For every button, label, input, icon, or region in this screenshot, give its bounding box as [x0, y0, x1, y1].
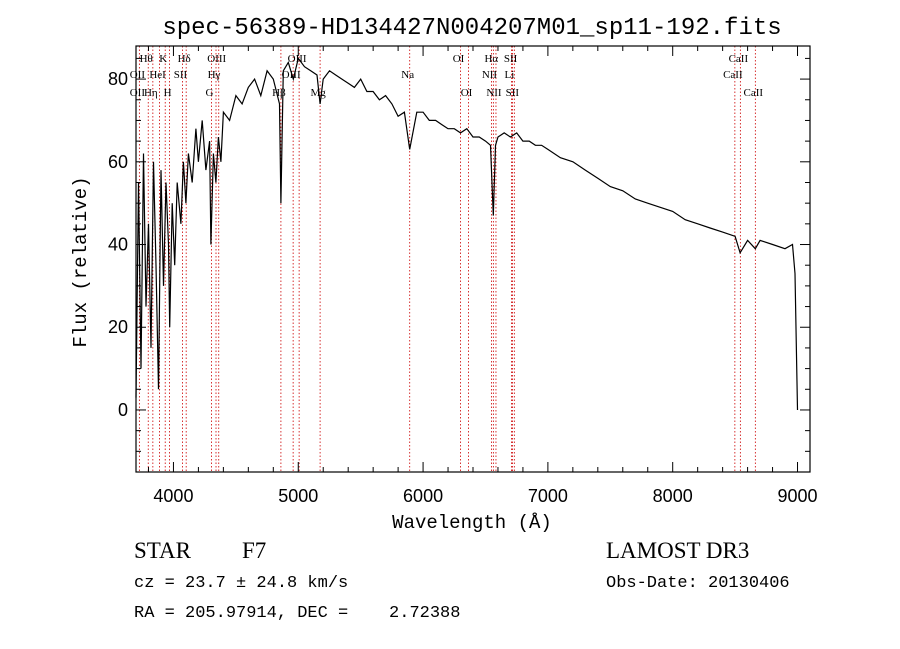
x-tick-label-2: 6000 [403, 486, 443, 506]
line-label-18: OI [461, 87, 473, 99]
chart-title: spec-56389-HD134427N004207M01_sp11-192.f… [162, 15, 781, 42]
y-tick-label-4: 80 [108, 69, 128, 89]
line-label-3: Hη [144, 87, 158, 99]
y-tick-label-0: 0 [118, 400, 128, 420]
line-label-17: OI [453, 53, 465, 65]
y-tick-label-3: 60 [108, 152, 128, 172]
line-label-13: OIII [282, 69, 301, 81]
obs-date: Obs-Date: 20130406 [606, 574, 790, 593]
x-axis-ticks: 4000 5000 6000 7000 8000 9000 [147, 46, 818, 506]
line-label-24: SII [506, 87, 520, 99]
line-label-6: H [164, 87, 172, 99]
y-tick-label-1: 20 [108, 317, 128, 337]
line-markers [138, 46, 756, 472]
line-label-26: CaII [723, 69, 743, 81]
line-label-11: G [206, 87, 214, 99]
line-label-4: K [159, 53, 167, 65]
x-tick-label-1: 5000 [278, 486, 318, 506]
line-label-27: CaII [744, 87, 764, 99]
x-tick-label-3: 7000 [528, 486, 568, 506]
line-label-9: OIII [207, 53, 226, 65]
line-label-20: NII [482, 69, 498, 81]
object-type: STAR [134, 538, 191, 563]
line-label-16: Na [401, 69, 414, 81]
line-label-1: OII [130, 69, 146, 81]
x-tick-label-5: 9000 [777, 486, 817, 506]
subclass: F7 [242, 538, 267, 563]
y-axis-ticks: 0 20 40 60 80 [108, 57, 810, 452]
line-label-2: OII [130, 87, 146, 99]
line-label-21: NII [486, 87, 502, 99]
survey-name: LAMOST DR3 [606, 538, 750, 563]
redshift-text: cz = 23.7 ± 24.8 km/s [134, 574, 349, 593]
y-axis-label: Flux (relative) [70, 176, 92, 347]
x-tick-label-0: 4000 [153, 486, 193, 506]
line-label-0: Hθ [140, 53, 153, 65]
line-label-5: HeI [149, 69, 166, 81]
coordinates: RA = 205.97914, DEC = 2.72388 [134, 604, 461, 623]
line-label-25: CaII [729, 53, 749, 65]
line-label-23: Li [505, 69, 515, 81]
line-label-19: Hα [484, 53, 498, 65]
line-label-10: Hγ [208, 69, 221, 81]
spectrum-chart: spec-56389-HD134427N004207M01_sp11-192.f… [70, 15, 818, 534]
line-label-7: Hδ [178, 53, 191, 65]
line-label-22: SII [504, 53, 518, 65]
line-label-12: OIII [288, 53, 307, 65]
plot-frame [135, 45, 811, 473]
line-label-8: SII [174, 69, 188, 81]
y-tick-label-2: 40 [108, 235, 128, 255]
x-axis-label: Wavelength (Å) [392, 512, 552, 534]
line-label-14: Hβ [272, 87, 286, 99]
spectrum-series-line [135, 57, 799, 411]
x-tick-label-4: 8000 [653, 486, 693, 506]
